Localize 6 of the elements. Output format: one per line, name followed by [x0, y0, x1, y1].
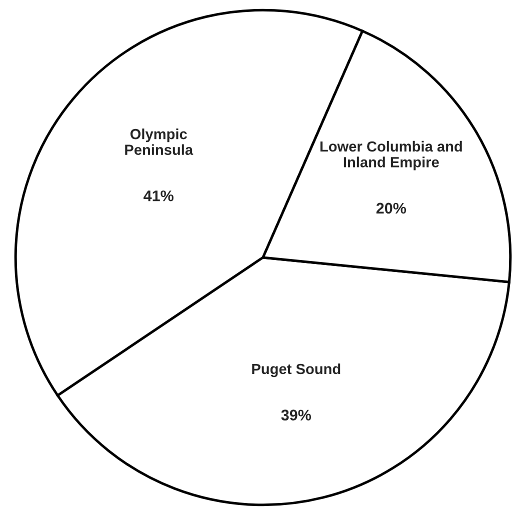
data-label: 39% [281, 410, 312, 421]
slice-label: Puget Sound [252, 363, 340, 378]
data-label: 20% [376, 202, 406, 214]
data-label: 41% [144, 190, 174, 202]
slice-label: Lower Columbia and Inland Empire [320, 140, 462, 170]
slice-label: Olympic Peninsula [125, 128, 194, 155]
